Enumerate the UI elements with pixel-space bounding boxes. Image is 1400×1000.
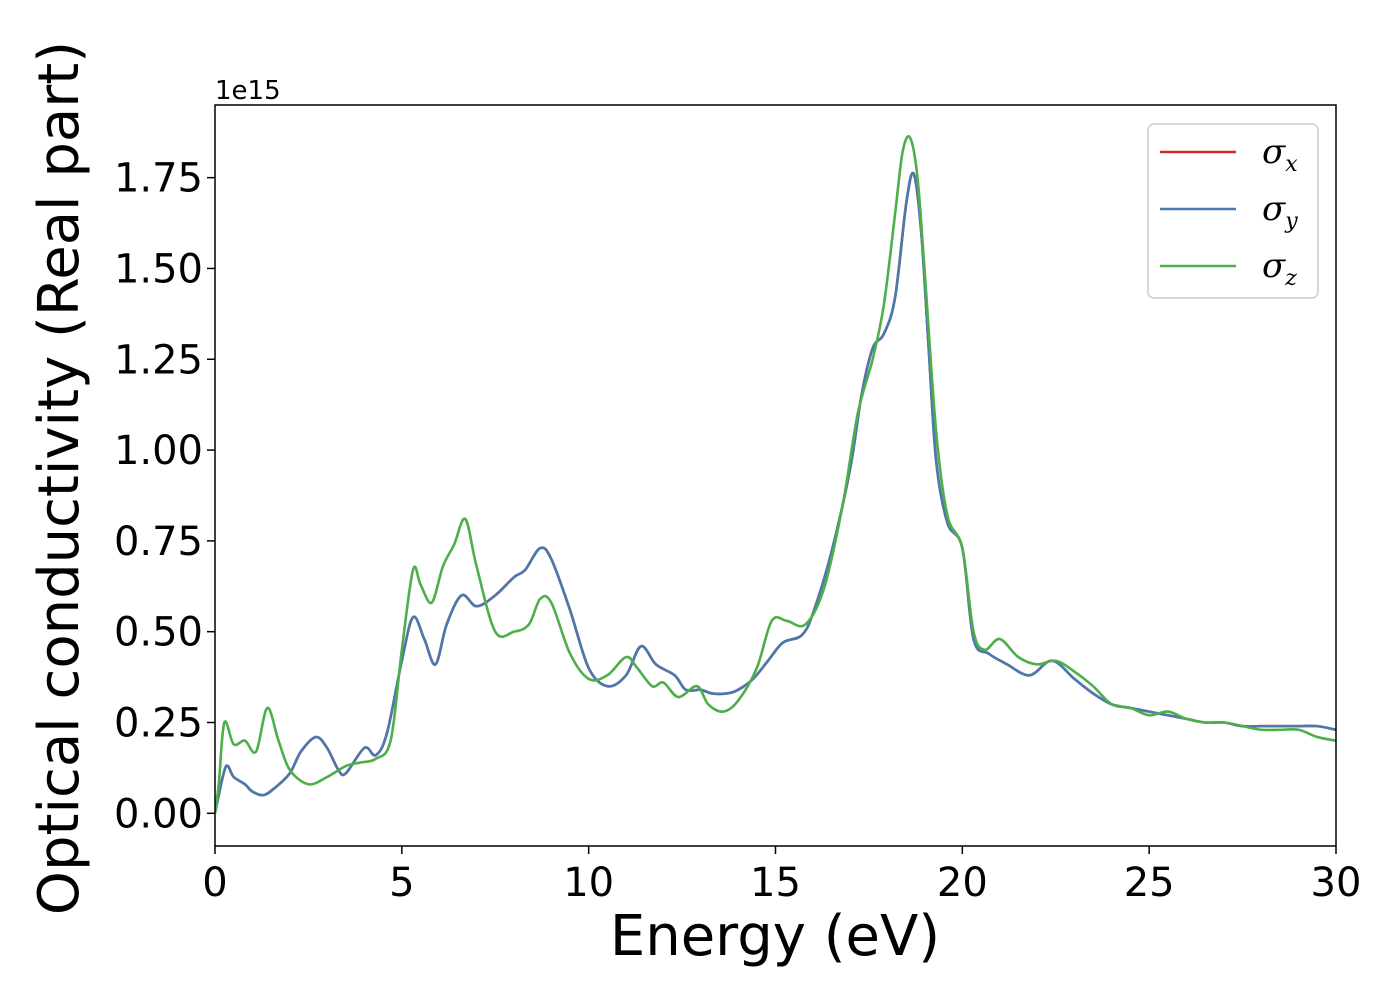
series-line-y	[215, 171, 1336, 814]
legend-symbol: σ	[1262, 132, 1286, 172]
legend-entry-y: σy	[1160, 189, 1298, 234]
series-layer	[215, 135, 1336, 814]
legend-entry-x: σx	[1160, 132, 1298, 177]
x-tick-label: 10	[563, 860, 614, 906]
x-tick-label: 25	[1124, 860, 1175, 906]
x-tick-label: 20	[937, 860, 988, 906]
y-tick-label: 1.50	[114, 246, 203, 292]
y-offset-label: 1e15	[215, 76, 281, 106]
legend-box	[1147, 123, 1319, 299]
x-axis-title: Energy (eV)	[610, 904, 940, 969]
y-axis-title: Optical conductivity (Real part)	[27, 41, 92, 915]
legend-label: σz	[1262, 246, 1297, 291]
legend-symbol: σ	[1262, 246, 1286, 286]
x-tick-label: 30	[1311, 860, 1362, 906]
y-tick-label: 1.25	[114, 337, 203, 383]
y-tick-label: 0.75	[114, 519, 203, 565]
y-tick-label: 0.00	[114, 791, 203, 837]
series-line-z	[215, 135, 1336, 814]
x-tick-label: 0	[202, 860, 227, 906]
x-tick-label: 15	[750, 860, 801, 906]
legend-symbol: σ	[1262, 189, 1286, 229]
legend-subscript: y	[1284, 209, 1298, 234]
legend-entry-z: σz	[1160, 246, 1297, 291]
y-axis: 0.00 0.25 0.50 0.75 1.00 1.25 1.50 1.75	[114, 156, 215, 837]
y-tick-label: 1.00	[114, 428, 203, 474]
y-tick-label: 0.25	[114, 701, 203, 747]
y-tick-label: 0.50	[114, 610, 203, 656]
x-axis: 0 5 10 15 20 25 30	[202, 846, 1361, 906]
y-tick-label: 1.75	[114, 156, 203, 202]
legend-label: σy	[1262, 189, 1298, 234]
legend-subscript: z	[1284, 266, 1297, 291]
legend-label: σx	[1262, 132, 1298, 177]
x-tick-label: 5	[389, 860, 414, 906]
legend-subscript: x	[1285, 152, 1298, 177]
